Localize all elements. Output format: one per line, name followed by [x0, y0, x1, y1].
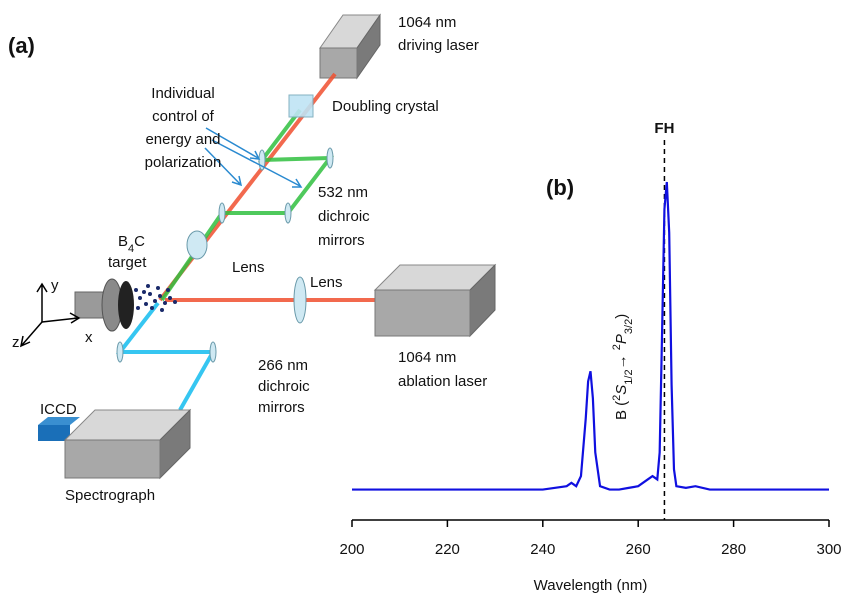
label-part: C — [134, 233, 145, 250]
peak-label: B (2S1/2→ 2P3/2) — [611, 314, 635, 420]
mirror — [285, 203, 291, 223]
label: polarization — [145, 154, 222, 171]
x-tick-label: 220 — [435, 541, 460, 558]
label: Lens — [310, 274, 343, 291]
uv-beam — [120, 303, 213, 410]
label: Individual — [151, 85, 214, 102]
label: x — [85, 329, 93, 346]
lens — [294, 277, 306, 323]
label: Lens — [232, 259, 265, 276]
label: target — [108, 254, 147, 271]
label: energy and — [145, 131, 220, 148]
iccd-top — [38, 417, 80, 425]
label-part: → — [613, 350, 630, 369]
label: 532 nm — [318, 184, 368, 201]
panel-label: (a) — [8, 33, 35, 58]
label: Spectrograph — [65, 487, 155, 504]
x-tick-label: 300 — [816, 541, 841, 558]
label: Doubling crystal — [332, 98, 439, 115]
spectrograph-front — [65, 440, 160, 478]
x-tick-label: 240 — [530, 541, 555, 558]
holder — [75, 292, 103, 318]
label: control of — [152, 108, 215, 125]
label: y — [51, 277, 59, 294]
mirrors — [117, 148, 333, 362]
mirror — [117, 342, 123, 362]
label: B4C — [118, 233, 145, 255]
laser-front — [320, 48, 357, 78]
label: 266 nm — [258, 357, 308, 374]
target — [118, 281, 134, 329]
label: driving laser — [398, 37, 479, 54]
mirror — [219, 203, 225, 223]
reference-label: FH — [654, 120, 674, 137]
label-part: 3/2 — [623, 319, 635, 334]
label: 1064 nm — [398, 349, 456, 366]
label-part: S — [613, 385, 630, 395]
label: ICCD — [40, 401, 77, 418]
label: z — [12, 334, 20, 351]
label-part: 1/2 — [623, 369, 635, 384]
label: 1064 nm — [398, 14, 456, 31]
panel-label: (b) — [546, 175, 574, 200]
x-tick-label: 200 — [339, 541, 364, 558]
label: dichroic — [258, 378, 310, 395]
label: dichroic — [318, 208, 370, 225]
diagram: (a) (b) — [8, 14, 574, 504]
mirror — [327, 148, 333, 168]
x-axis-label: Wavelength (nm) — [534, 577, 648, 594]
mirror — [210, 342, 216, 362]
x-tick-label: 280 — [721, 541, 746, 558]
label-part: B ( — [613, 401, 630, 420]
coordinate-axes — [21, 284, 79, 346]
label-part: ) — [613, 314, 630, 319]
label: mirrors — [258, 399, 305, 416]
figure: (a) (b) — [0, 0, 848, 598]
label-part: P — [613, 334, 630, 344]
label: mirrors — [318, 232, 365, 249]
label: ablation laser — [398, 373, 487, 390]
doubling-crystal — [289, 95, 313, 117]
iccd — [38, 425, 70, 441]
label-part: B — [118, 233, 128, 250]
x-tick-label: 260 — [626, 541, 651, 558]
laser-front — [375, 290, 470, 336]
lens — [187, 231, 207, 259]
